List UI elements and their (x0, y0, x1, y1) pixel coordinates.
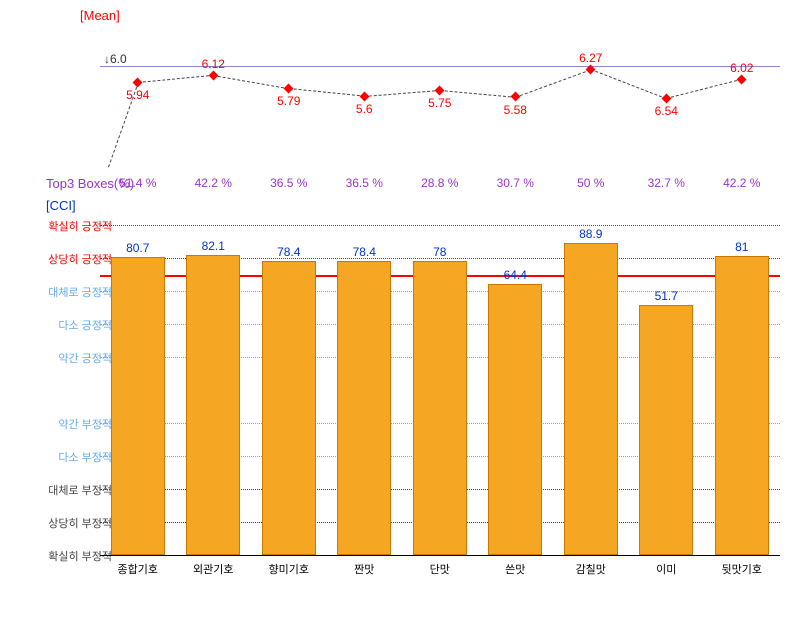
cci-bar (111, 257, 165, 555)
mean-point (435, 85, 445, 95)
cci-scale-label: 약간 긍정적 (58, 350, 112, 366)
cci-scale-label: 대체로 부정적 (48, 482, 112, 498)
cci-bar-value: 88.9 (579, 227, 602, 241)
cci-bar-value: 82.1 (202, 239, 225, 253)
mean-point (359, 91, 369, 101)
cci-bar (337, 261, 391, 555)
cci-bar (413, 261, 467, 555)
category-label: 쓴맛 (505, 561, 525, 577)
mean-threshold-label: ↓6.0 (104, 52, 127, 66)
mean-point (661, 93, 671, 103)
cci-bar (715, 256, 769, 555)
cci-bar-value: 78.4 (353, 245, 376, 259)
mean-value: 5.75 (428, 96, 451, 110)
category-label: 이미 (656, 561, 676, 577)
mean-connector (666, 79, 742, 99)
mean-connector (138, 75, 214, 83)
top3-value: 30.7 % (497, 176, 534, 190)
mean-connector (213, 75, 289, 89)
mean-section-label: [Mean] (80, 8, 120, 23)
cci-bar-value: 51.7 (655, 289, 678, 303)
cci-bar (564, 243, 618, 555)
mean-connector (515, 69, 591, 98)
cci-bar (262, 261, 316, 555)
cci-bar-value: 78.4 (277, 245, 300, 259)
mean-value: 6.27 (579, 51, 602, 65)
cci-bar-value: 81 (735, 240, 748, 254)
cci-scale-label: 확실히 긍정적 (48, 218, 112, 234)
mean-value: 5.6 (356, 102, 373, 116)
cci-scale-label: 확실히 부정적 (48, 548, 112, 564)
top3-value: 28.8 % (421, 176, 458, 190)
mean-value: 5.58 (504, 103, 527, 117)
cci-scale-label: 약간 부정적 (58, 416, 112, 432)
mean-value: 6.54 (655, 104, 678, 118)
mean-point (133, 77, 143, 87)
cci-scale-label: 대체로 긍정적 (48, 284, 112, 300)
cci-scale-line (100, 225, 780, 226)
top3-value: 36.5 % (270, 176, 307, 190)
cci-bar-value: 80.7 (126, 241, 149, 255)
cci-scale-label: 다소 긍정적 (58, 317, 112, 333)
mean-point (510, 92, 520, 102)
mean-value: 5.79 (277, 94, 300, 108)
category-label: 향미기호 (269, 561, 309, 577)
cci-scale-label: 상당히 긍정적 (48, 251, 112, 267)
mean-value: 5.94 (126, 88, 149, 102)
cci-bar-value: 78 (433, 245, 446, 259)
cci-bar (488, 284, 542, 555)
top3-value: 36.5 % (346, 176, 383, 190)
cci-bar-value: 64.4 (504, 268, 527, 282)
cci-bar (186, 255, 240, 555)
cci-bar (639, 305, 693, 555)
cci-scale-label: 상당히 부정적 (48, 515, 112, 531)
mean-value: 6.12 (202, 57, 225, 71)
mean-point (284, 83, 294, 93)
category-label: 감칠맛 (576, 561, 606, 577)
top3-value: 50 % (577, 176, 604, 190)
category-label: 외관기호 (193, 561, 233, 577)
top3-value: 51.4 % (119, 176, 156, 190)
mean-point (208, 70, 218, 80)
top3-value: 42.2 % (195, 176, 232, 190)
cci-scale-label: 다소 부정적 (58, 449, 112, 465)
top3-value: 42.2 % (723, 176, 760, 190)
mean-connector (590, 69, 666, 99)
top3-value: 32.7 % (648, 176, 685, 190)
category-label: 단맛 (430, 561, 450, 577)
cci-baseline (100, 555, 780, 556)
mean-value: 6.02 (730, 61, 753, 75)
category-label: 짠맛 (354, 561, 374, 577)
cci-section-label: [CCI] (46, 198, 76, 213)
category-label: 뒷맛기호 (722, 561, 762, 577)
mean-point (737, 74, 747, 84)
category-label: 종합기호 (118, 561, 158, 577)
